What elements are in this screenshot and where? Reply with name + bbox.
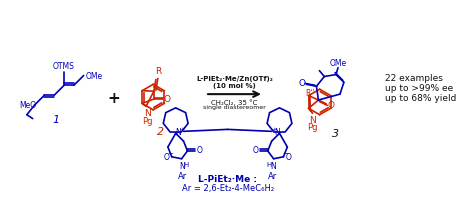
Text: Pg: Pg — [142, 116, 152, 125]
Text: H: H — [266, 161, 271, 167]
Text: +: + — [271, 126, 276, 131]
Text: +: + — [179, 126, 184, 131]
Text: L-PiEt₂·Me :: L-PiEt₂·Me : — [198, 174, 257, 183]
Text: O: O — [328, 101, 335, 110]
Text: CH₂Cl₂, 35 °C: CH₂Cl₂, 35 °C — [211, 99, 258, 105]
Text: O: O — [196, 146, 202, 155]
Text: 3: 3 — [332, 129, 339, 139]
Text: (10 mol %): (10 mol %) — [213, 83, 256, 89]
Text: 2: 2 — [157, 127, 164, 137]
Text: Ar: Ar — [178, 171, 187, 180]
Text: up to 68% yield: up to 68% yield — [385, 93, 456, 102]
Text: R: R — [155, 66, 161, 75]
Text: Ar = 2,6-Et₂-4-MeC₆H₂: Ar = 2,6-Et₂-4-MeC₆H₂ — [182, 183, 273, 192]
Text: O: O — [163, 94, 170, 103]
Text: Ar: Ar — [268, 171, 277, 180]
Text: N: N — [274, 127, 281, 136]
Text: O: O — [285, 153, 291, 162]
Text: N: N — [180, 161, 185, 170]
Text: OMe: OMe — [329, 58, 346, 67]
Text: +: + — [108, 90, 120, 105]
Text: −: − — [167, 150, 173, 156]
Text: 1: 1 — [53, 114, 60, 124]
Text: N: N — [270, 161, 275, 170]
Text: N: N — [309, 115, 316, 124]
Text: O: O — [298, 79, 305, 87]
Text: OMe: OMe — [86, 72, 103, 81]
Text: up to >99% ee: up to >99% ee — [385, 83, 454, 92]
Text: H: H — [184, 161, 189, 167]
Text: O: O — [164, 153, 170, 162]
Text: single diastereomer: single diastereomer — [203, 104, 266, 109]
Text: MeO: MeO — [19, 101, 36, 110]
Text: R'': R'' — [305, 88, 315, 97]
Text: L-PiEt₂·Me/Zn(OTf)₂: L-PiEt₂·Me/Zn(OTf)₂ — [196, 76, 273, 82]
Text: −: − — [283, 150, 288, 156]
Text: N: N — [175, 127, 181, 136]
Text: OTMS: OTMS — [53, 61, 75, 70]
Text: Pg: Pg — [307, 123, 318, 132]
Text: O: O — [253, 146, 259, 155]
Text: N: N — [144, 108, 150, 117]
Text: 22 examples: 22 examples — [385, 74, 443, 83]
